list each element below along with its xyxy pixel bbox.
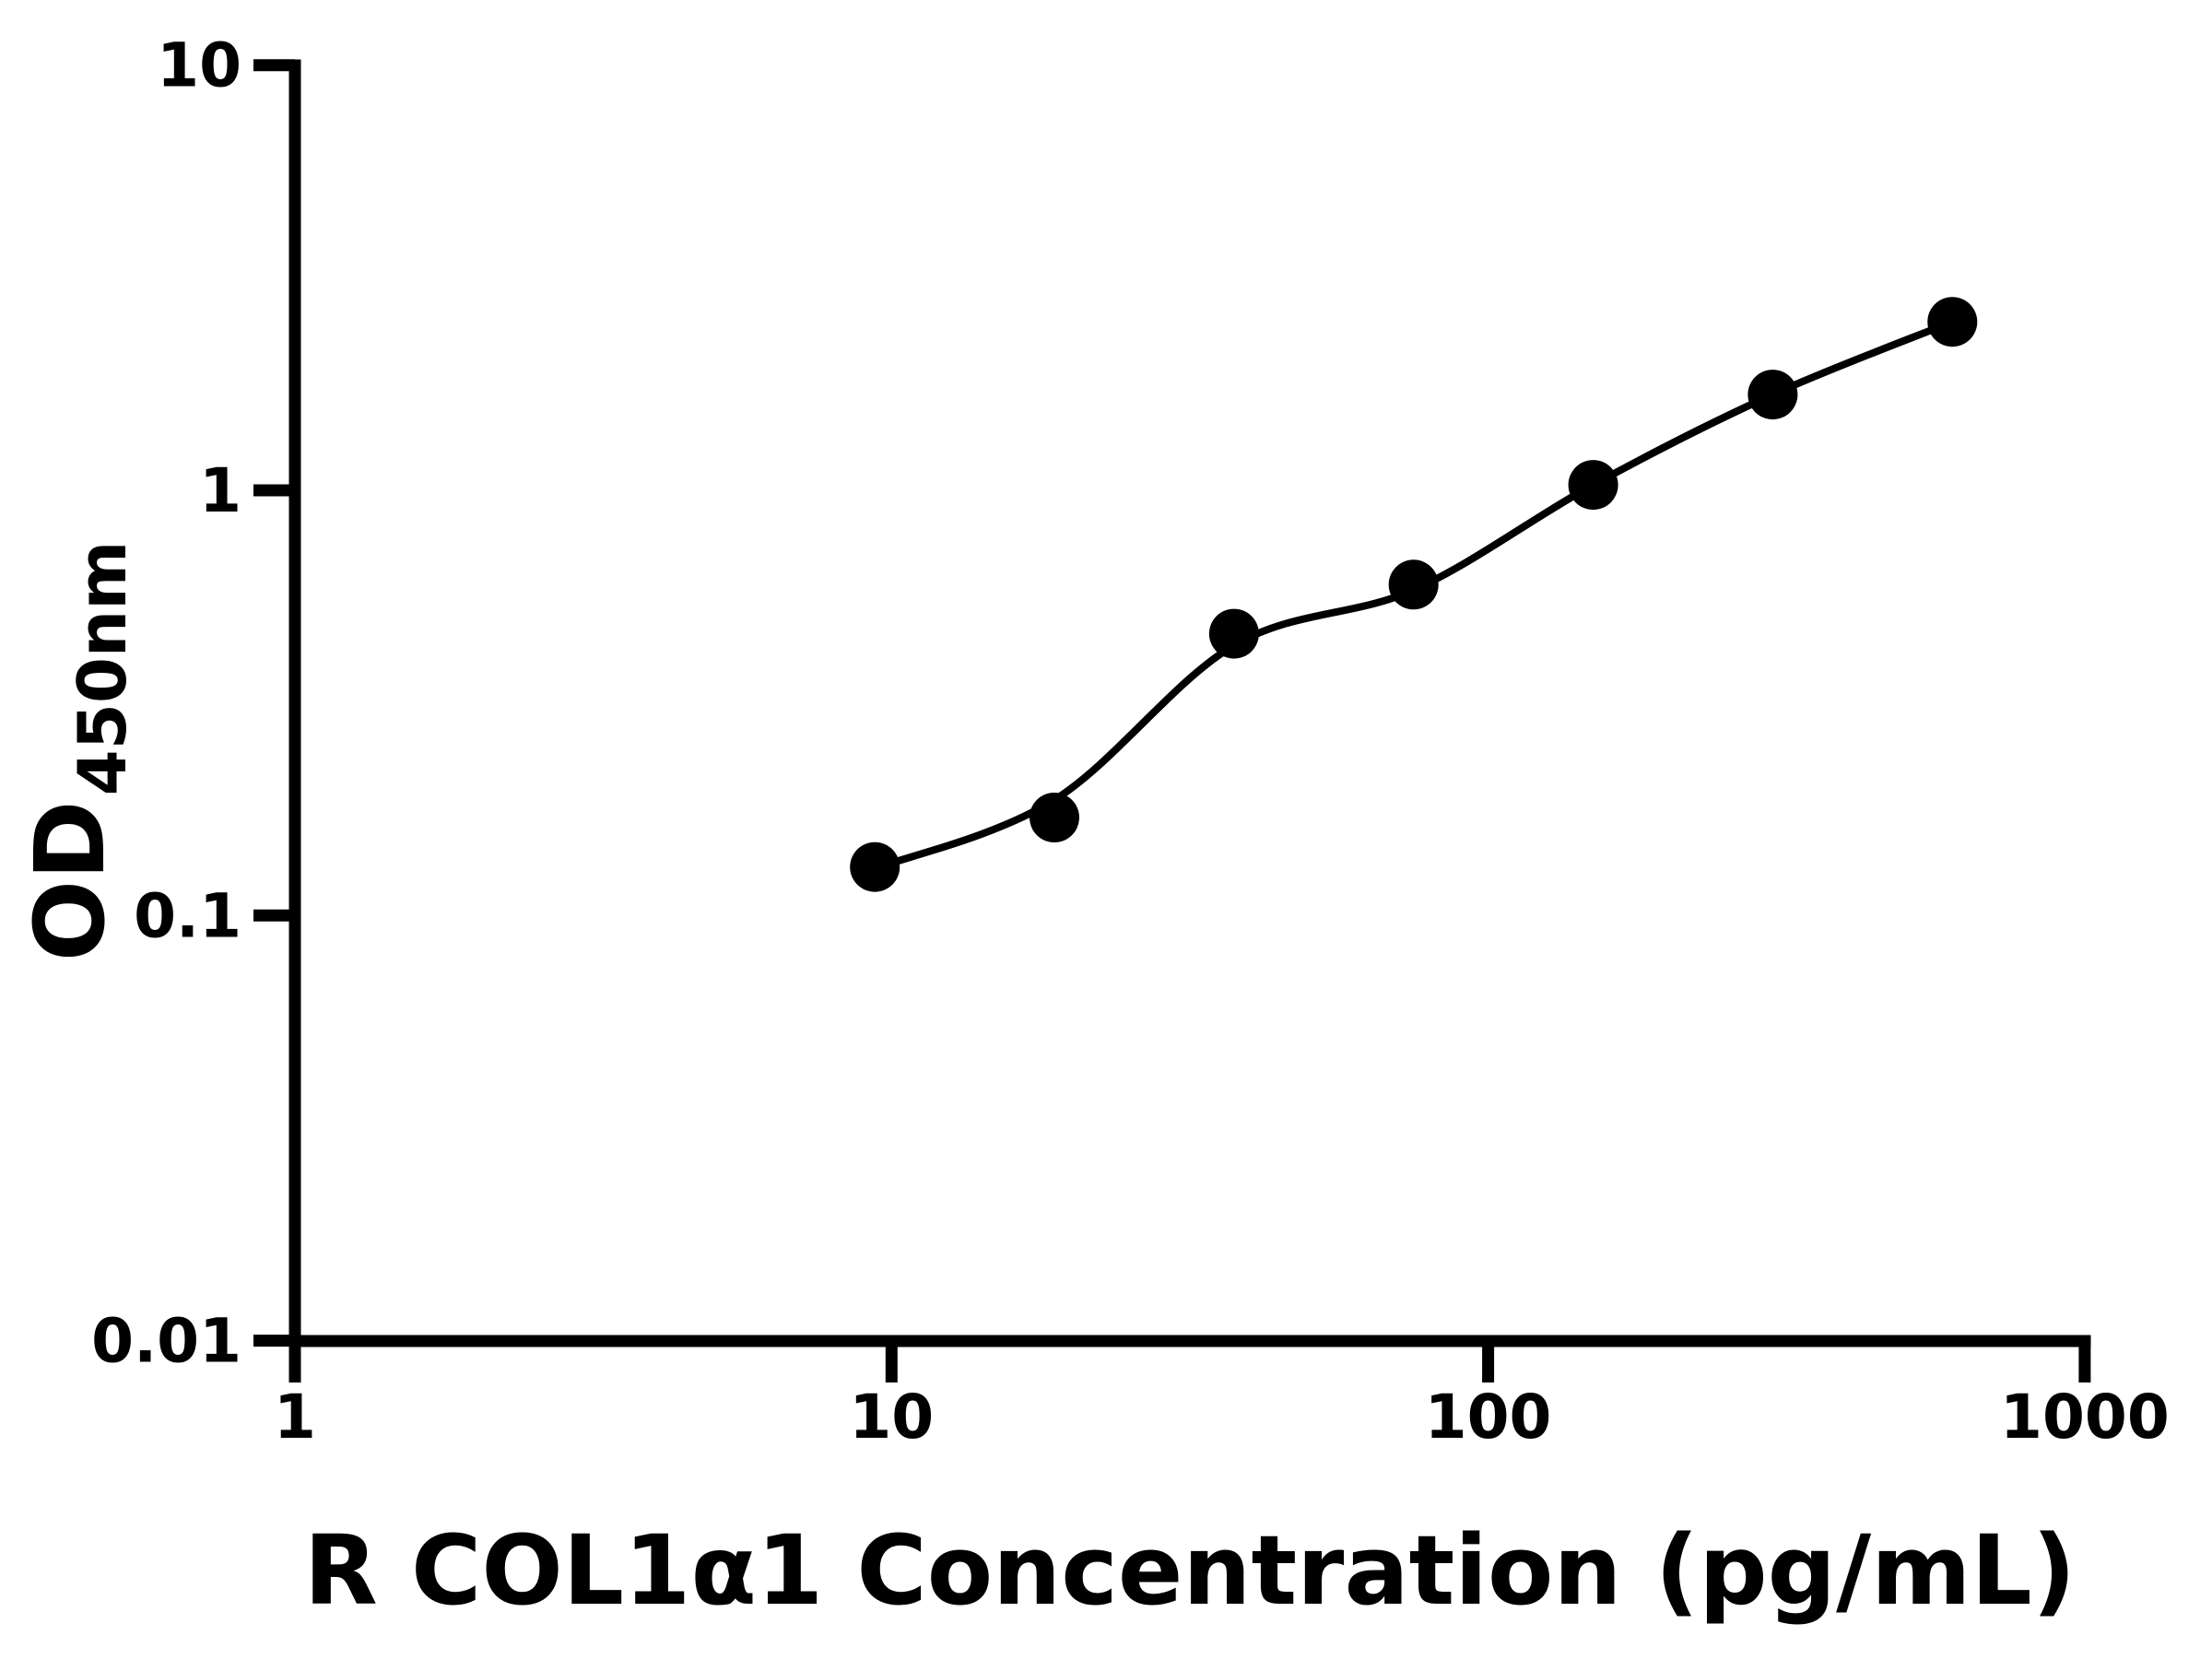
data-point-marker — [1568, 460, 1618, 511]
data-point-marker — [1747, 370, 1798, 420]
y-axis-title-subscript: 450nm — [64, 541, 141, 796]
data-point-marker — [1927, 297, 1978, 347]
x-axis-tick-labels: 1 10 100 1000 — [274, 1382, 2170, 1453]
x-axis-title: R COL1α1 Concentration (pg/mL) — [304, 1514, 2077, 1627]
data-point-markers — [850, 297, 1978, 892]
x-tick-label: 10 — [849, 1382, 934, 1453]
y-tick-label: 0.01 — [91, 1306, 241, 1377]
x-tick-label: 1 — [274, 1382, 316, 1453]
x-axis-ticks — [288, 1341, 2091, 1382]
y-axis-ticks — [253, 59, 295, 1347]
data-point-marker — [850, 841, 900, 892]
data-point-marker — [1388, 559, 1439, 610]
y-tick-label: 1 — [199, 455, 241, 526]
y-axis-tick-labels: 0.01 0.1 1 10 — [91, 30, 241, 1377]
x-tick-label: 1000 — [2000, 1382, 2170, 1453]
y-tick-label: 10 — [157, 30, 241, 101]
data-point-marker — [1208, 608, 1259, 659]
y-tick-label: 0.1 — [134, 880, 241, 951]
y-axis-title: OD 450nm — [14, 541, 141, 961]
data-point-marker — [1030, 793, 1079, 842]
y-axis-title-main: OD — [14, 800, 126, 961]
x-tick-label: 100 — [1425, 1382, 1552, 1453]
axes-frame — [288, 59, 2091, 1347]
